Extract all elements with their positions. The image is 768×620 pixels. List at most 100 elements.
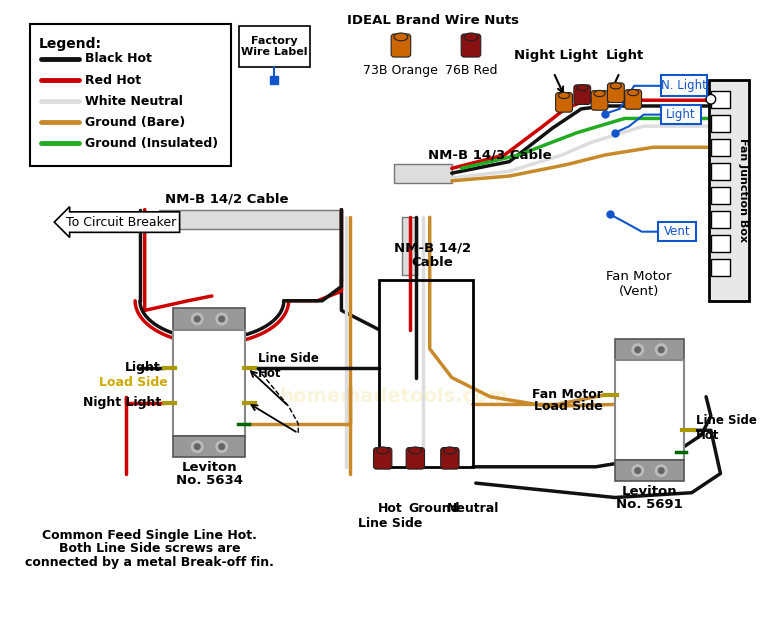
Text: connected by a metal Break-off fin.: connected by a metal Break-off fin.: [25, 556, 274, 569]
Circle shape: [216, 313, 227, 325]
Circle shape: [219, 444, 224, 449]
Bar: [661, 105, 701, 124]
Bar: [174, 309, 246, 330]
FancyBboxPatch shape: [391, 34, 411, 57]
FancyBboxPatch shape: [441, 448, 459, 469]
Ellipse shape: [376, 447, 389, 454]
Circle shape: [658, 347, 664, 353]
Bar: [239, 26, 310, 66]
Text: Vent: Vent: [664, 225, 690, 238]
Circle shape: [658, 467, 664, 474]
FancyBboxPatch shape: [406, 448, 425, 469]
Circle shape: [219, 316, 224, 322]
Text: Leviton: Leviton: [182, 461, 237, 474]
FancyBboxPatch shape: [624, 90, 641, 109]
Circle shape: [635, 347, 641, 353]
Circle shape: [194, 316, 200, 322]
Bar: [29, 24, 231, 166]
Text: Fan Junction Box: Fan Junction Box: [737, 138, 747, 242]
Bar: [658, 222, 697, 241]
Text: Night Light: Night Light: [83, 396, 161, 409]
Text: No. 5691: No. 5691: [616, 498, 683, 511]
Text: Both Line Side screws are: Both Line Side screws are: [58, 542, 240, 555]
Bar: [402, 217, 417, 275]
Text: 73B Orange: 73B Orange: [363, 64, 439, 78]
Ellipse shape: [611, 82, 621, 89]
Circle shape: [706, 94, 716, 104]
Ellipse shape: [409, 447, 422, 454]
Text: Night Light: Night Light: [514, 49, 598, 62]
Circle shape: [216, 441, 227, 453]
FancyBboxPatch shape: [574, 85, 591, 104]
Text: Fan Motor
(Vent): Fan Motor (Vent): [606, 270, 672, 298]
Circle shape: [632, 344, 644, 355]
Text: NM-B 14/2 Cable: NM-B 14/2 Cable: [164, 193, 288, 206]
Text: To Circuit Breaker: To Circuit Breaker: [65, 216, 176, 229]
Circle shape: [635, 467, 641, 474]
Ellipse shape: [394, 33, 408, 41]
Bar: [711, 187, 730, 204]
Text: Common Feed Single Line Hot.: Common Feed Single Line Hot.: [42, 529, 257, 542]
Text: Load Side: Load Side: [99, 376, 167, 389]
Text: IDEAL Brand Wire Nuts: IDEAL Brand Wire Nuts: [346, 14, 518, 27]
Text: Hot
Line Side: Hot Line Side: [358, 502, 422, 530]
Ellipse shape: [444, 447, 456, 454]
Bar: [379, 280, 473, 467]
Bar: [661, 75, 707, 96]
Text: Red Hot: Red Hot: [85, 74, 141, 87]
Text: Leviton: Leviton: [621, 485, 677, 498]
Ellipse shape: [577, 85, 588, 91]
FancyBboxPatch shape: [373, 448, 392, 469]
Bar: [615, 360, 684, 460]
Text: Ground (Bare): Ground (Bare): [85, 116, 185, 129]
Bar: [394, 164, 452, 183]
Text: Light: Light: [125, 361, 161, 374]
Bar: [709, 80, 750, 301]
Ellipse shape: [464, 33, 478, 41]
Bar: [711, 259, 730, 276]
Text: 76B Red: 76B Red: [445, 64, 497, 78]
Bar: [711, 234, 730, 252]
Bar: [615, 460, 684, 481]
Text: Fan Motor: Fan Motor: [531, 388, 602, 401]
Circle shape: [191, 441, 203, 453]
FancyBboxPatch shape: [591, 91, 608, 110]
Text: Factory
Wire Label: Factory Wire Label: [241, 36, 307, 57]
Ellipse shape: [558, 92, 570, 99]
Text: Line Side
Hot: Line Side Hot: [258, 352, 319, 380]
Bar: [174, 330, 246, 436]
FancyBboxPatch shape: [556, 92, 572, 112]
Text: N. Light: N. Light: [661, 79, 707, 92]
Text: Black Hot: Black Hot: [85, 53, 152, 66]
Text: Ground: Ground: [409, 502, 460, 515]
FancyBboxPatch shape: [462, 34, 481, 57]
Bar: [711, 139, 730, 156]
Text: No. 5634: No. 5634: [176, 474, 243, 487]
Text: Light: Light: [667, 108, 696, 121]
Text: NM-B 14/2
Cable: NM-B 14/2 Cable: [394, 241, 471, 269]
Bar: [174, 436, 246, 457]
Circle shape: [655, 344, 667, 355]
Bar: [711, 162, 730, 180]
Text: White Neutral: White Neutral: [85, 95, 183, 108]
Circle shape: [191, 313, 203, 325]
Text: NM-B 14/3 Cable: NM-B 14/3 Cable: [429, 149, 552, 162]
Text: Ground (Insulated): Ground (Insulated): [85, 137, 218, 150]
Bar: [711, 211, 730, 228]
Text: Load Side: Load Side: [534, 400, 602, 413]
Text: Legend:: Legend:: [39, 37, 102, 51]
Bar: [711, 115, 730, 132]
Text: Line Side
Hot: Line Side Hot: [696, 414, 756, 443]
Ellipse shape: [627, 89, 639, 95]
Circle shape: [194, 444, 200, 449]
Text: Neutral: Neutral: [447, 502, 499, 515]
Bar: [615, 339, 684, 360]
Bar: [159, 210, 342, 229]
Circle shape: [632, 465, 644, 476]
Text: homemadetools.com: homemadetools.com: [280, 388, 508, 406]
Ellipse shape: [594, 91, 605, 97]
FancyBboxPatch shape: [607, 83, 624, 102]
Bar: [711, 91, 730, 108]
Text: Light: Light: [605, 49, 644, 62]
Circle shape: [655, 465, 667, 476]
